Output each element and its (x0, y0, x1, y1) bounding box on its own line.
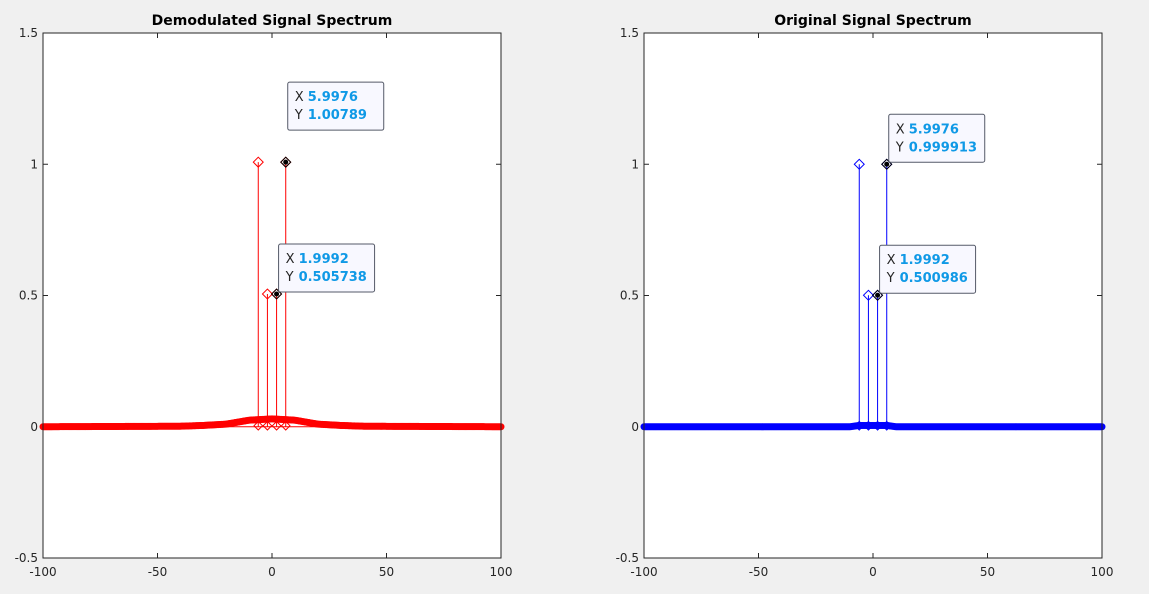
datatip-anchor (884, 161, 890, 167)
y-tick-label: 1.5 (620, 26, 639, 40)
datatip[interactable]: X 1.9992 Y 0.505738 (278, 243, 376, 293)
x-tick-label: -100 (29, 565, 56, 579)
datatip-x-value: 1.9992 (299, 252, 349, 267)
y-tick-label: 0 (30, 420, 38, 434)
stem-base-marker (872, 420, 883, 431)
stem-base-marker (863, 420, 874, 431)
datatip-x-value: 5.9976 (909, 122, 959, 137)
datatip-y-value: 1.00789 (308, 108, 367, 123)
axes-demodulated[interactable]: Demodulated Signal Spectrum-100 -50 0 50 100… (15, 13, 513, 579)
y-tick-label: 1 (631, 157, 639, 171)
datatip-y-key: Y (895, 140, 904, 155)
datatip-x-key: X (295, 90, 304, 105)
stem-base-marker (253, 420, 264, 431)
x-tick-label: 0 (869, 565, 877, 579)
stem-base-marker (854, 420, 865, 431)
axes-frame (42, 32, 502, 559)
stem-base-marker (271, 420, 282, 431)
plot-area (43, 33, 501, 558)
datatip-box (888, 113, 986, 163)
y-tick-label: 0.5 (620, 289, 639, 303)
datatip-y-value: 0.505738 (299, 270, 367, 285)
stem-base-marker (262, 420, 273, 431)
x-tick-label: -50 (749, 565, 769, 579)
datatip-x-key: X (887, 253, 896, 268)
datatip-y-key: Y (285, 270, 294, 285)
x-tick-label: 0 (268, 565, 276, 579)
datatip-box (287, 81, 385, 131)
datatip-x-value: 5.9976 (308, 90, 358, 105)
stem-base-marker (881, 420, 892, 431)
chart-title: Original Signal Spectrum (774, 13, 972, 29)
stem-marker[interactable] (862, 289, 875, 301)
y-tick-label: 1.5 (19, 26, 38, 40)
datatip-anchor (274, 291, 280, 297)
datatip-x-key: X (286, 252, 295, 267)
axes-original[interactable]: Original Signal Spectrum -100 -50 0 50 100 -0.… (616, 13, 1114, 579)
x-tick-label: -50 (148, 565, 168, 579)
datatip-x-value: 1.9992 (900, 253, 950, 268)
stem-marker[interactable] (252, 156, 264, 168)
chart-title: Demodulated Signal Spectrum (152, 13, 393, 29)
datatip[interactable]: X 5.9976 Y 0.999913 (888, 113, 986, 163)
y-tick-label: -0.5 (15, 551, 38, 565)
y-tick-label: -0.5 (616, 551, 639, 565)
datatip-box (278, 243, 376, 293)
datatip-y-key: Y (886, 271, 895, 286)
datatip-x-key: X (896, 122, 905, 137)
x-tick-label: -100 (630, 565, 657, 579)
datatip-anchor (283, 159, 289, 165)
datatip-y-value: 0.500986 (900, 271, 968, 286)
stem-marker[interactable] (853, 158, 865, 170)
datatip[interactable]: X 5.9976 Y 1.00789 (287, 81, 385, 131)
y-tick-label: 0.5 (19, 289, 38, 303)
x-tick-label: 50 (379, 565, 394, 579)
datatip-anchor (875, 292, 881, 298)
datatip-box (879, 244, 977, 294)
axes-frame (643, 32, 1103, 559)
datatip[interactable]: X 1.9992 Y 0.500986 (879, 244, 977, 294)
stem-marker[interactable] (261, 288, 274, 300)
datatip-y-value: 0.999913 (909, 140, 977, 155)
y-tick-label: 1 (30, 157, 38, 171)
stem-base-marker (280, 420, 291, 431)
x-tick-label: 100 (490, 565, 513, 579)
x-tick-label: 100 (1091, 565, 1114, 579)
datatip-anchor-marker (280, 156, 292, 168)
x-tick-label: 50 (980, 565, 995, 579)
datatip-y-key: Y (294, 108, 303, 123)
y-tick-label: 0 (631, 420, 639, 434)
